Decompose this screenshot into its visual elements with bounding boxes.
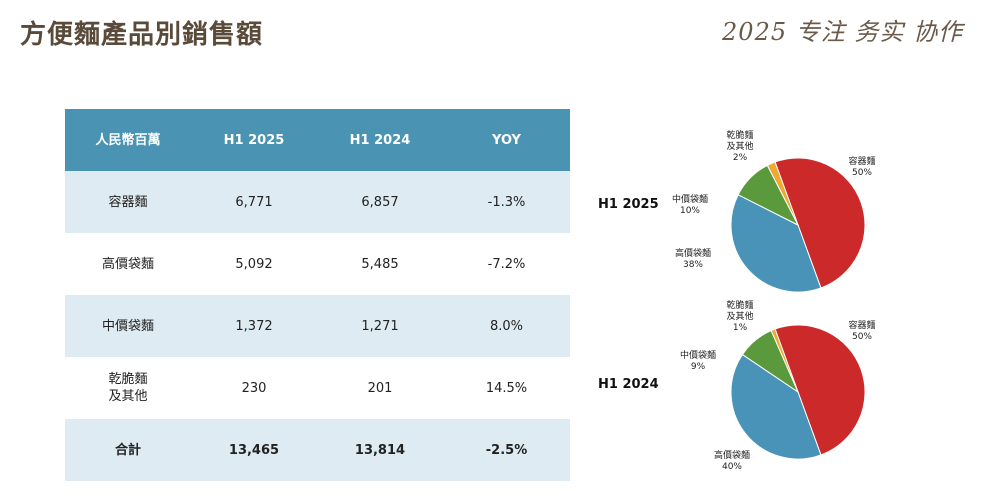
pie-title: H1 2024 <box>598 377 659 392</box>
row-h1-2025: 5,092 <box>191 233 317 295</box>
col-header-h1-2025: H1 2025 <box>191 109 317 171</box>
slogan: 2025 专注 务实 协作 <box>722 18 963 46</box>
pie-slice-label: 及其他 <box>726 140 753 152</box>
row-h1-2025: 1,372 <box>191 295 317 357</box>
pie-slice <box>730 353 822 460</box>
row-name: 中價袋麵 <box>65 295 191 357</box>
table-header-row: 人民幣百萬 H1 2025 H1 2024 YOY <box>65 109 570 171</box>
pie-slice-label: 及其他 <box>726 310 753 322</box>
row-name: 乾脆麵 及其他 <box>65 357 191 419</box>
pie-slice-label: 中價袋麵 <box>672 193 708 205</box>
table-total-row: 合計 13,465 13,814 -2.5% <box>65 419 570 481</box>
pie-slice-label: 高價袋麵 <box>714 449 750 461</box>
table-row: 中價袋麵 1,372 1,271 8.0% <box>65 295 570 357</box>
row-yoy: 14.5% <box>443 357 570 419</box>
row-name: 容器麵 <box>65 171 191 233</box>
col-header-yoy: YOY <box>443 109 570 171</box>
table-row: 乾脆麵 及其他 230 201 14.5% <box>65 357 570 419</box>
pie-slice-label: 乾脆麵 <box>726 130 753 141</box>
row-yoy: -7.2% <box>443 233 570 295</box>
pie-slice-value: 50% <box>852 332 872 342</box>
pie-slice-label: 中價袋麵 <box>680 349 716 361</box>
pie-slice-value: 2% <box>733 153 748 163</box>
pie-slice-value: 40% <box>722 462 742 472</box>
row-h1-2025: 6,771 <box>191 171 317 233</box>
pie-slice-value: 38% <box>683 260 703 270</box>
pie-slice-label: 高價袋麵 <box>675 247 711 259</box>
pie-slice <box>774 324 866 456</box>
pie-slice-value: 9% <box>691 362 706 372</box>
pie-slice-value: 50% <box>852 168 872 178</box>
table-row: 高價袋麵 5,092 5,485 -7.2% <box>65 233 570 295</box>
pie-slice <box>766 161 799 226</box>
total-h1-2025: 13,465 <box>191 419 317 481</box>
row-name: 高價袋麵 <box>65 233 191 295</box>
row-h1-2025: 230 <box>191 357 317 419</box>
total-h1-2024: 13,814 <box>317 419 443 481</box>
page-title: 方便麵產品別銷售額 <box>20 20 264 50</box>
col-header-unit: 人民幣百萬 <box>65 109 191 171</box>
pie-title: H1 2025 <box>598 197 659 212</box>
pie-slice-value: 10% <box>680 206 700 216</box>
pie-slice-value: 1% <box>733 323 748 333</box>
pie-slice <box>774 157 866 289</box>
pie-slice <box>770 328 799 393</box>
row-h1-2024: 5,485 <box>317 233 443 295</box>
row-h1-2024: 201 <box>317 357 443 419</box>
pie-slice-label: 乾脆麵 <box>726 299 753 311</box>
pie-slice-label: 容器麵 <box>848 319 875 331</box>
table-row: 容器麵 6,771 6,857 -1.3% <box>65 171 570 233</box>
pie-slice-label: 容器麵 <box>848 155 875 167</box>
row-h1-2024: 1,271 <box>317 295 443 357</box>
col-header-h1-2024: H1 2024 <box>317 109 443 171</box>
total-name: 合計 <box>65 419 191 481</box>
row-h1-2024: 6,857 <box>317 171 443 233</box>
total-yoy: -2.5% <box>443 419 570 481</box>
row-yoy: 8.0% <box>443 295 570 357</box>
pie-slice <box>730 194 822 293</box>
row-yoy: -1.3% <box>443 171 570 233</box>
sales-table: 人民幣百萬 H1 2025 H1 2024 YOY 容器麵 6,771 6,85… <box>65 109 570 481</box>
